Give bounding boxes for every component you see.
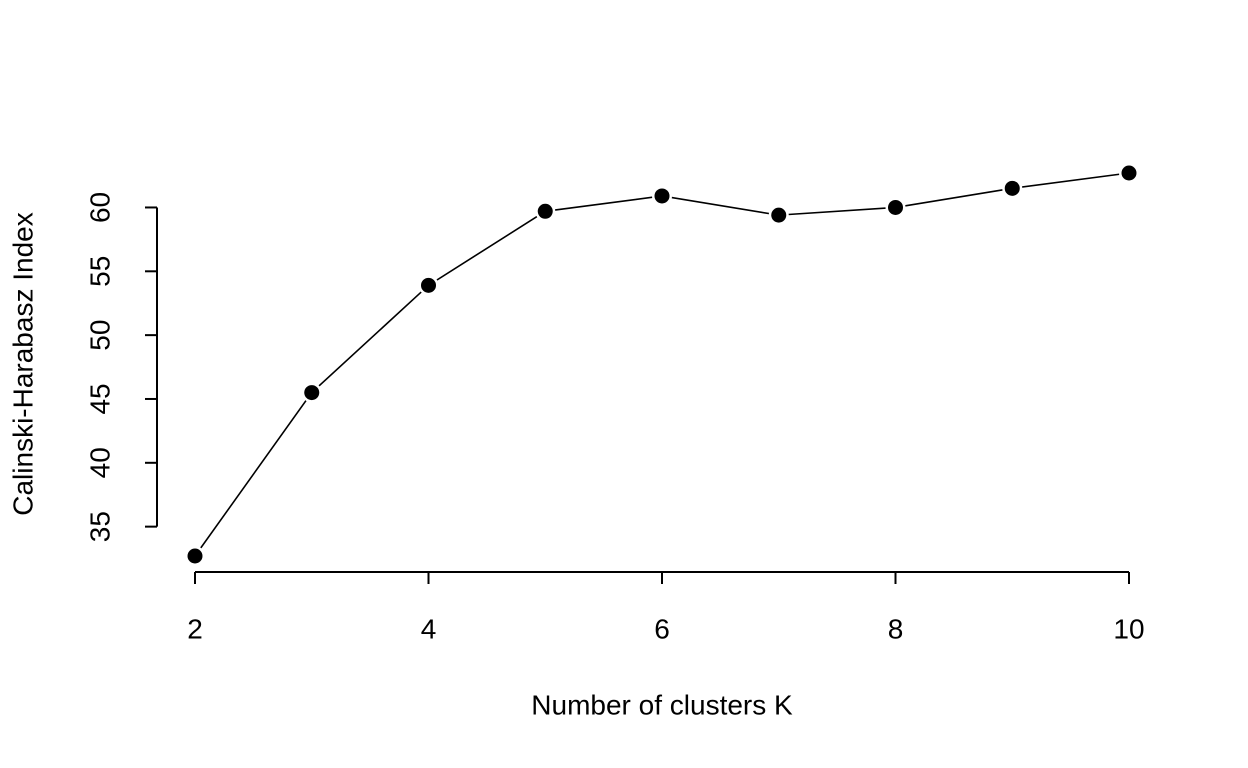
point: [885, 197, 906, 218]
x-tick-label: 2: [187, 613, 203, 644]
y-tick-label: 45: [84, 383, 115, 414]
x-tick-label: 8: [888, 613, 904, 644]
point: [185, 546, 205, 566]
y-tick-label: 35: [84, 511, 115, 542]
point: [768, 205, 789, 226]
y-tick-label: 55: [84, 256, 115, 287]
point: [1002, 178, 1023, 199]
x-tick-label: 4: [421, 613, 437, 644]
point: [418, 275, 439, 296]
x-axis-label: Number of clusters K: [531, 689, 793, 720]
x-tick-label: 6: [654, 613, 670, 644]
y-tick-label: 60: [84, 192, 115, 223]
point: [301, 382, 322, 403]
x-tick-label: 10: [1113, 613, 1144, 644]
point: [1119, 163, 1139, 183]
point: [652, 185, 672, 206]
point: [535, 201, 556, 222]
series-line: [194, 172, 1130, 557]
y-tick-label: 40: [84, 447, 115, 478]
y-tick-label: 50: [84, 320, 115, 351]
y-axis-label: Calinski-Harabasz Index: [7, 212, 38, 515]
